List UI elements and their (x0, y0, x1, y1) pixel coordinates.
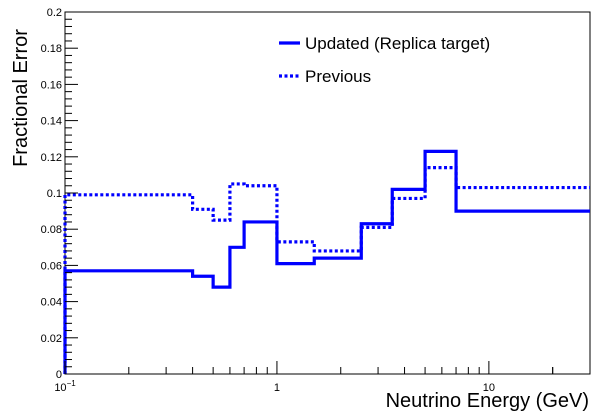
series-layer (63, 149, 590, 374)
legend-label-updated: Updated (Replica target) (305, 34, 490, 53)
y-tick-label: 0.2 (47, 7, 62, 19)
y-axis-title: Fractional Error (10, 29, 32, 167)
y-tick-label: 0.14 (41, 116, 62, 128)
y-tick-label: 0.18 (41, 43, 62, 55)
legend-label-previous: Previous (305, 67, 371, 86)
y-tick-label: 0.12 (41, 152, 62, 164)
axes-layer: 0 0.02 0.04 0.06 0.08 0.1 0.12 0.14 0.16 0.18 0.2 1… (41, 7, 591, 394)
y-tick-label: 0.1 (47, 188, 62, 200)
y-tick-label: 0.06 (41, 260, 62, 272)
y-tick-label: 0 (56, 369, 62, 381)
y-tick-label: 0.08 (41, 224, 62, 236)
y-tick-label: 0.04 (41, 297, 62, 309)
y-tick-label: 0.02 (41, 333, 62, 345)
x-axis-title: Neutrino Energy (GeV) (386, 390, 589, 412)
x-tick-label: 10 (483, 382, 495, 394)
series-updated-line (63, 149, 590, 374)
x-tick-label: 1 (274, 382, 280, 394)
y-tick-label: 0.16 (41, 79, 62, 91)
x-tick-label: 10−1 (54, 379, 76, 394)
legend: Updated (Replica target) Previous (279, 34, 490, 86)
